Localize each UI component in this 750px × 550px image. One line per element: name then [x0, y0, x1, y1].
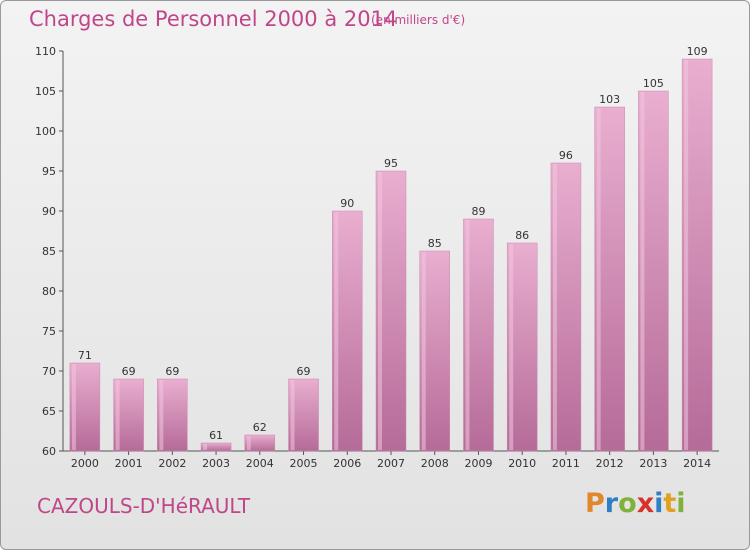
- y-tick-label: 110: [35, 45, 56, 58]
- logo-letter: t: [663, 488, 677, 519]
- proxiti-logo: Proxiti: [585, 488, 686, 519]
- x-tick-label-2008: 2008: [421, 457, 449, 470]
- bar-highlight: [71, 364, 76, 450]
- x-tick-label-2014: 2014: [683, 457, 711, 470]
- x-tick-label-2009: 2009: [464, 457, 492, 470]
- bar-highlight: [334, 212, 339, 450]
- bar-highlight: [246, 436, 251, 450]
- bar-highlight: [509, 244, 514, 450]
- y-tick-label: 80: [42, 285, 56, 298]
- y-tick-label: 90: [42, 205, 56, 218]
- bar-highlight: [596, 108, 601, 450]
- bar-highlight: [115, 380, 120, 450]
- x-tick-label-2011: 2011: [552, 457, 580, 470]
- logo-letter: P: [585, 488, 605, 519]
- chart-title: Charges de Personnel 2000 à 2014: [29, 7, 398, 31]
- data-label-2010: 86: [515, 229, 529, 242]
- x-tick-label-2004: 2004: [246, 457, 274, 470]
- data-label-2005: 69: [297, 365, 311, 378]
- y-tick-label: 85: [42, 245, 56, 258]
- logo-letter: x: [636, 488, 655, 519]
- chart-bars: 71 69 69 61 62 69 90 95 85 89 86 96 103 105 109: [69, 45, 713, 452]
- data-label-2006: 90: [340, 197, 354, 210]
- x-tick-label-2013: 2013: [639, 457, 667, 470]
- y-tick-label: 75: [42, 325, 56, 338]
- data-label-2012: 103: [599, 93, 620, 106]
- y-tick-label: 95: [42, 165, 56, 178]
- x-tick-label-2005: 2005: [290, 457, 318, 470]
- x-tick-label-2006: 2006: [333, 457, 361, 470]
- bar-highlight: [552, 164, 557, 450]
- bar-highlight: [159, 380, 164, 450]
- logo-letter: o: [618, 488, 637, 519]
- y-tick-label: 100: [35, 125, 56, 138]
- chart-axes: 60 65 70 75 80 85 90 95 100 105 110 2000 2001 2002 200…: [35, 45, 719, 470]
- data-label-2008: 85: [428, 237, 442, 250]
- x-tick-label-2002: 2002: [158, 457, 186, 470]
- logo-letter: i: [676, 488, 686, 519]
- data-label-2002: 69: [165, 365, 179, 378]
- data-label-2003: 61: [209, 429, 223, 442]
- data-label-2013: 105: [643, 77, 664, 90]
- bar-2004: [244, 434, 276, 452]
- bar-2003: [200, 442, 232, 452]
- y-tick-label: 105: [35, 85, 56, 98]
- data-label-2011: 96: [559, 149, 573, 162]
- bar-highlight: [203, 444, 208, 450]
- y-tick-label: 70: [42, 365, 56, 378]
- data-label-2000: 71: [78, 349, 92, 362]
- bar-highlight: [378, 172, 382, 450]
- logo-letter: r: [604, 488, 619, 519]
- logo-letter: i: [654, 488, 664, 519]
- data-label-2009: 89: [471, 205, 485, 218]
- data-label-2004: 62: [253, 421, 267, 434]
- bar-highlight: [465, 220, 470, 450]
- y-tick-label: 60: [42, 445, 56, 458]
- x-tick-label-2003: 2003: [202, 457, 230, 470]
- x-tick-label-2007: 2007: [377, 457, 405, 470]
- x-tick-label-2010: 2010: [508, 457, 536, 470]
- data-label-2007: 95: [384, 157, 398, 170]
- chart-subtitle: (en milliers d'€): [371, 13, 466, 27]
- x-tick-label-2012: 2012: [596, 457, 624, 470]
- data-label-2014: 109: [687, 45, 708, 58]
- bar-highlight: [421, 252, 426, 450]
- bar-highlight: [640, 92, 645, 450]
- x-tick-label-2001: 2001: [115, 457, 143, 470]
- y-tick-label: 65: [42, 405, 56, 418]
- city-name: CAZOULS-D'HéRAULT: [37, 494, 251, 518]
- x-tick-label-2000: 2000: [71, 457, 99, 470]
- bar-highlight: [290, 380, 295, 450]
- data-label-2001: 69: [122, 365, 136, 378]
- bar-highlight: [684, 60, 689, 450]
